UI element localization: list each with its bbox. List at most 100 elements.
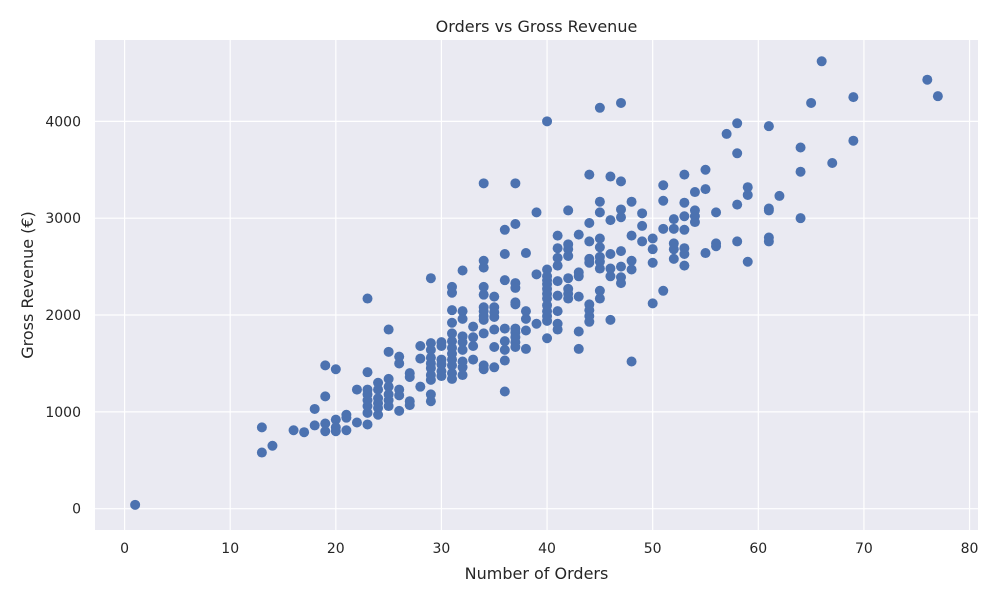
data-point (256, 447, 267, 458)
data-point (351, 384, 362, 395)
data-point (425, 273, 436, 284)
data-point (689, 187, 700, 198)
data-point (531, 269, 542, 280)
y-tick-label: 4000 (45, 114, 81, 130)
data-point (520, 313, 531, 324)
data-point (457, 362, 468, 373)
data-point (668, 223, 679, 234)
data-point (584, 218, 595, 229)
data-point (447, 287, 458, 298)
data-point (510, 178, 521, 189)
data-point (573, 343, 584, 354)
data-point (520, 325, 531, 336)
data-point (573, 229, 584, 240)
data-point (415, 353, 426, 364)
data-point (711, 207, 722, 218)
data-point (626, 230, 637, 241)
data-point (573, 271, 584, 282)
data-point (827, 157, 838, 168)
x-tick-label: 40 (538, 541, 556, 557)
data-point (478, 178, 489, 189)
x-axis-title: Number of Orders (465, 564, 609, 583)
data-point (647, 257, 658, 268)
data-points (130, 56, 943, 510)
data-point (320, 418, 331, 429)
data-point (848, 92, 859, 103)
data-point (478, 289, 489, 300)
y-tick-label: 0 (72, 502, 81, 518)
x-tick-label: 20 (327, 541, 345, 557)
data-point (510, 282, 521, 293)
data-point (468, 354, 479, 365)
data-point (373, 384, 384, 395)
data-point (362, 419, 373, 430)
data-point (552, 243, 563, 254)
data-point (795, 142, 806, 153)
data-point (626, 264, 637, 275)
data-point (383, 401, 394, 412)
data-point (489, 362, 500, 373)
plot-area (95, 40, 978, 530)
data-point (520, 248, 531, 259)
data-point (700, 248, 711, 259)
data-point (584, 316, 595, 327)
data-point (383, 346, 394, 357)
data-point (499, 323, 510, 334)
data-point (457, 265, 468, 276)
data-point (615, 261, 626, 272)
data-point (816, 56, 827, 67)
data-point (425, 396, 436, 407)
data-point (594, 263, 605, 274)
data-point (563, 205, 574, 216)
data-point (447, 373, 458, 384)
data-point (658, 180, 669, 191)
data-point (689, 217, 700, 228)
data-point (320, 391, 331, 402)
data-point (615, 246, 626, 257)
data-point (658, 285, 669, 296)
y-tick-label: 3000 (45, 211, 81, 227)
data-point (288, 425, 299, 436)
data-point (362, 407, 373, 418)
data-point (732, 148, 743, 159)
data-point (668, 244, 679, 255)
data-point (552, 252, 563, 263)
data-point (542, 315, 553, 326)
data-point (615, 278, 626, 289)
data-point (468, 332, 479, 343)
data-point (383, 381, 394, 392)
data-point (478, 262, 489, 273)
data-point (320, 360, 331, 371)
data-point (679, 211, 690, 222)
data-point (594, 196, 605, 207)
data-point (668, 214, 679, 225)
data-point (489, 291, 500, 302)
data-point (425, 344, 436, 355)
data-point (594, 233, 605, 244)
data-point (795, 166, 806, 177)
data-point (563, 293, 574, 304)
y-tick-label: 1000 (45, 405, 81, 421)
data-point (478, 314, 489, 325)
data-point (531, 318, 542, 329)
data-point (721, 128, 732, 139)
data-point (552, 324, 563, 335)
data-point (594, 207, 605, 218)
data-point (499, 386, 510, 397)
data-point (542, 333, 553, 344)
data-point (563, 250, 574, 261)
data-point (309, 403, 320, 414)
data-point (742, 189, 753, 200)
data-point (594, 285, 605, 296)
data-point (732, 199, 743, 210)
data-point (309, 420, 320, 431)
data-point (130, 499, 141, 510)
data-point (394, 405, 405, 416)
data-point (351, 417, 362, 428)
data-point (626, 356, 637, 367)
data-point (605, 314, 616, 325)
data-point (267, 440, 278, 451)
y-tick-label: 2000 (45, 308, 81, 324)
